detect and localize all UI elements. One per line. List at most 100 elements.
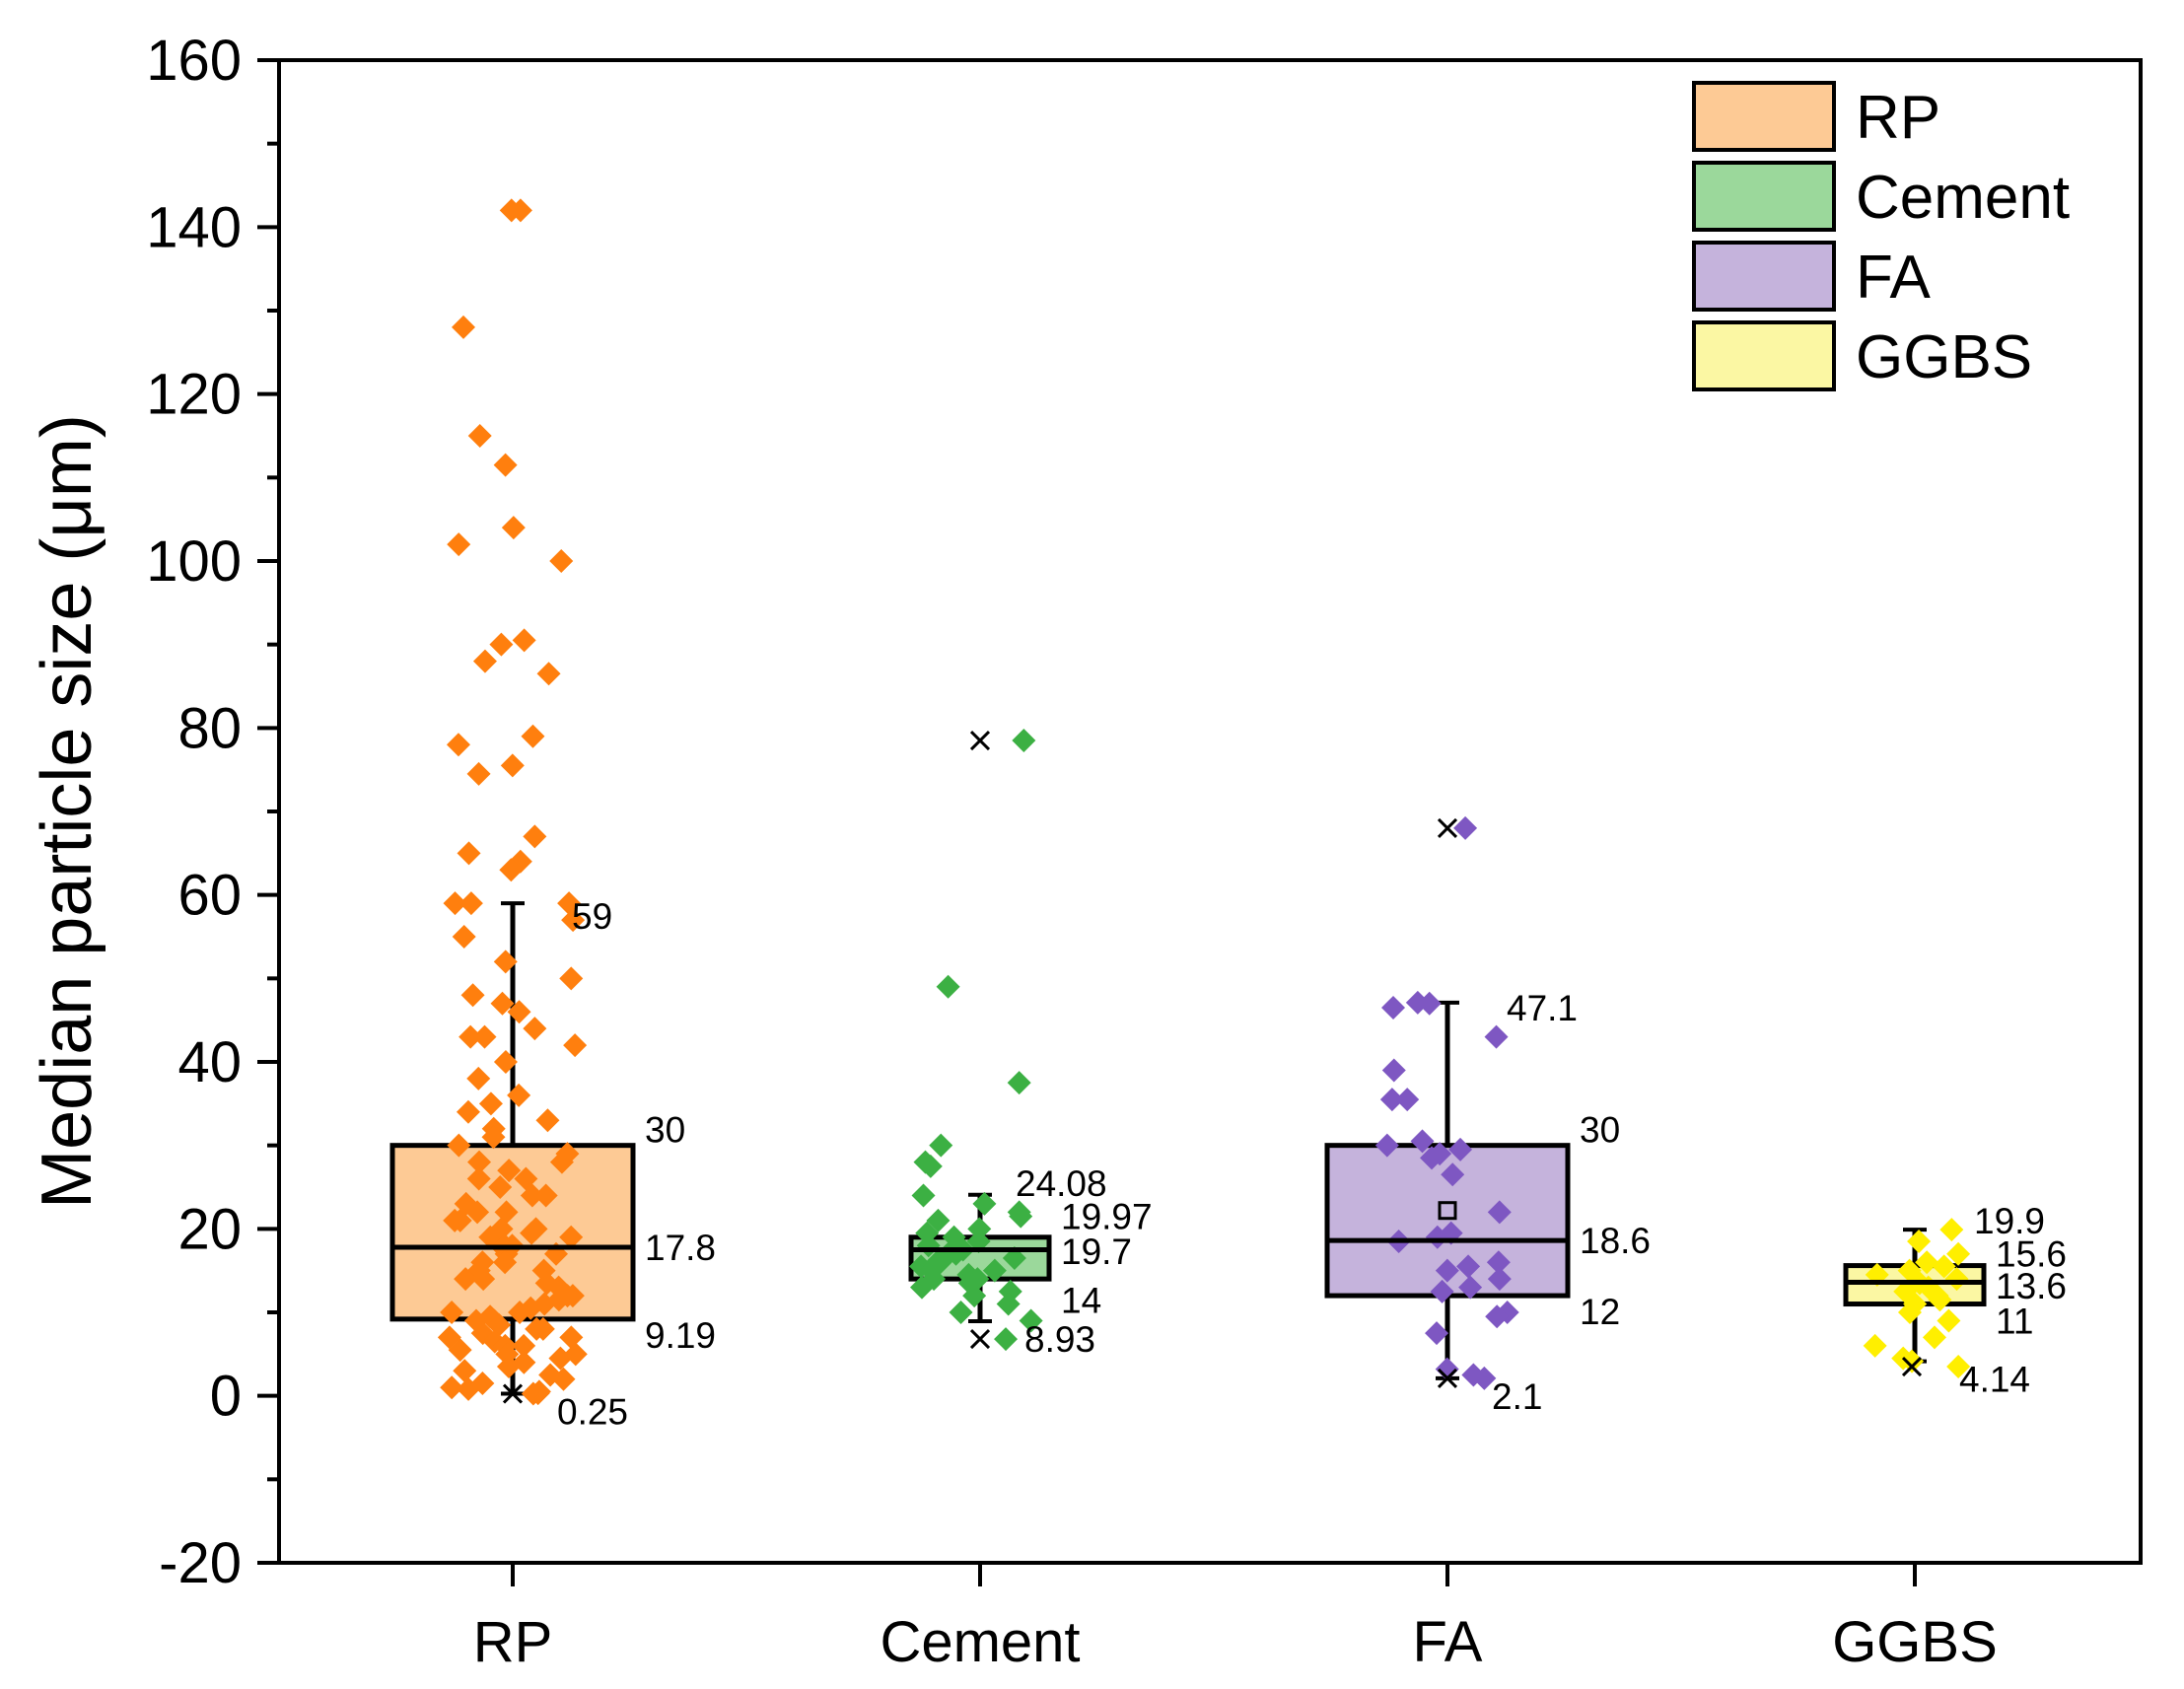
data-point — [910, 1275, 935, 1300]
data-point — [1937, 1308, 1961, 1333]
data-point — [1425, 1225, 1449, 1249]
annotation-q3: 30 — [645, 1110, 685, 1151]
y-tick-label: 80 — [177, 696, 242, 760]
data-point — [1932, 1254, 1956, 1279]
data-point — [508, 1301, 532, 1324]
data-point — [557, 891, 582, 916]
data-point — [1420, 1146, 1444, 1170]
y-tick-label: 160 — [146, 29, 242, 93]
data-point — [457, 841, 481, 866]
data-point — [457, 1376, 481, 1401]
data-point — [1928, 1288, 1952, 1312]
data-point — [454, 1267, 478, 1292]
annotation-whisker-low: 2.1 — [1492, 1376, 1542, 1417]
annotation-whisker-high: 19.9 — [1974, 1201, 2045, 1241]
data-point — [481, 1125, 506, 1150]
data-point — [1946, 1241, 1971, 1266]
y-tick-label: 0 — [210, 1365, 242, 1429]
data-point — [536, 662, 561, 686]
legend-label-fa: FA — [1856, 244, 1931, 312]
data-point — [563, 1033, 588, 1058]
data-point — [549, 1150, 574, 1174]
data-point — [523, 824, 547, 849]
data-point — [453, 1359, 477, 1383]
max-marker — [969, 730, 991, 751]
data-point — [1405, 990, 1430, 1015]
legend-swatch-ggbs — [1692, 320, 1836, 391]
annotation-q1: 12 — [1580, 1292, 1620, 1332]
data-point — [1484, 1024, 1509, 1049]
annotation-q1: 14 — [1061, 1280, 1101, 1320]
annotation-whisker-low: 0.25 — [557, 1392, 628, 1433]
data-point — [467, 1150, 492, 1174]
data-point — [507, 1000, 531, 1024]
data-point — [936, 974, 960, 999]
data-point — [1915, 1250, 1939, 1275]
data-point — [929, 1133, 953, 1158]
data-points — [1374, 815, 1519, 1390]
data-point — [478, 1091, 503, 1116]
data-point — [1441, 1162, 1465, 1187]
data-point — [501, 516, 526, 540]
data-point — [523, 1017, 547, 1041]
data-point — [982, 1258, 1007, 1283]
data-point — [520, 1183, 544, 1208]
legend-swatch-rp — [1692, 81, 1836, 152]
data-point — [967, 1217, 992, 1241]
x-tick-label: GGBS — [1832, 1610, 1998, 1674]
legend-swatch-fa — [1692, 241, 1836, 312]
data-point — [1374, 1133, 1399, 1158]
data-point — [493, 1250, 518, 1275]
data-point — [466, 1166, 491, 1191]
data-points — [909, 729, 1043, 1352]
data-point — [452, 315, 476, 339]
annotation-median: 13.6 — [1996, 1266, 2067, 1306]
annotation-whisker-high: 59 — [572, 896, 612, 937]
data-point — [1381, 1058, 1406, 1083]
data-point — [1453, 815, 1478, 840]
annotation-q3: 30 — [1580, 1110, 1620, 1151]
data-point — [456, 1099, 480, 1124]
data-point — [493, 453, 518, 477]
min-marker — [1437, 1368, 1458, 1388]
data-point — [460, 983, 485, 1008]
data-point — [521, 1381, 545, 1406]
data-point — [1012, 729, 1036, 753]
data-point — [467, 424, 492, 448]
data-point — [443, 891, 467, 916]
data-point — [493, 950, 518, 974]
data-point — [1900, 1349, 1925, 1373]
annotation-median: 18.6 — [1580, 1221, 1651, 1261]
legend: RP Cement FA GGBS — [1692, 81, 2070, 391]
data-point — [447, 532, 471, 557]
data-point — [1448, 1137, 1473, 1161]
data-point — [1007, 1071, 1031, 1095]
y-axis-title: Median particle size (μm) — [28, 414, 106, 1209]
data-point — [472, 1024, 497, 1049]
data-point — [512, 1333, 536, 1358]
data-point — [488, 1175, 513, 1199]
data-point — [512, 628, 536, 653]
data-point — [1907, 1230, 1932, 1254]
data-point — [1417, 991, 1442, 1016]
x-tick-label: RP — [473, 1610, 553, 1674]
data-point — [520, 1221, 544, 1245]
annotation-median: 17.8 — [645, 1228, 716, 1268]
min-marker — [502, 1383, 524, 1404]
data-point — [466, 761, 491, 786]
x-axis: RP Cement FA GGBS — [473, 1563, 1998, 1674]
annotation-whisker-low: 8.93 — [1024, 1319, 1095, 1360]
data-point — [1944, 1267, 1969, 1292]
data-point — [1946, 1355, 1971, 1379]
data-point — [458, 891, 483, 916]
data-point — [1395, 1088, 1420, 1112]
data-points — [437, 198, 588, 1406]
data-point — [1487, 1267, 1512, 1292]
data-point — [1410, 1129, 1435, 1154]
data-point — [1435, 1357, 1459, 1381]
data-point — [446, 733, 470, 757]
data-point — [1425, 1321, 1449, 1346]
data-point — [472, 649, 497, 673]
y-tick-label: 140 — [146, 195, 242, 259]
